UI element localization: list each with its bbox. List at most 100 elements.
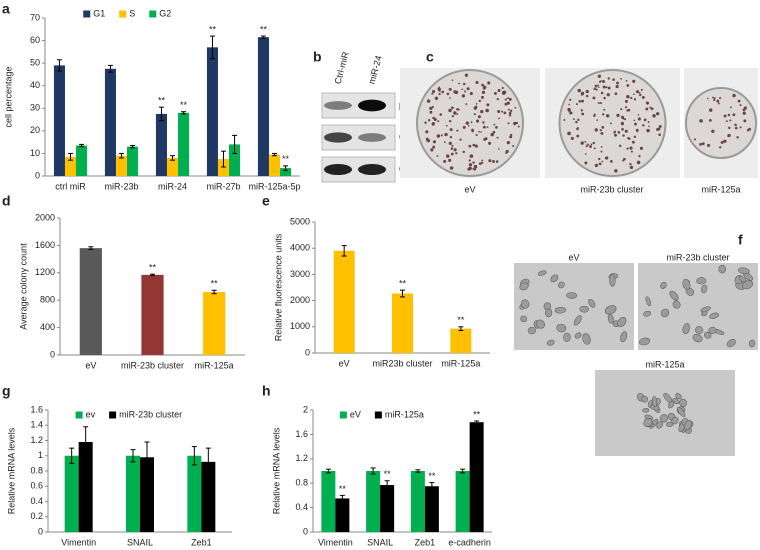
- colony: [585, 145, 588, 148]
- colony: [496, 136, 499, 139]
- colony: [475, 133, 478, 137]
- cell: [738, 275, 747, 283]
- colony: [459, 138, 462, 141]
- y-tick-label: 0.8: [30, 465, 43, 475]
- cell: [566, 292, 577, 299]
- cell: [695, 326, 704, 334]
- colony: [732, 113, 736, 117]
- colony: [436, 134, 441, 138]
- error-bar: [429, 482, 435, 491]
- colony: [497, 148, 500, 150]
- colony: [597, 84, 599, 87]
- blot-band: [324, 101, 352, 110]
- cell: [574, 332, 582, 339]
- x-tick-label: eV: [85, 360, 96, 370]
- legend-swatch: [119, 10, 127, 18]
- colony: [448, 158, 452, 162]
- cell: [620, 331, 628, 343]
- colony: [481, 90, 486, 94]
- y-tick-label: 20: [30, 125, 40, 135]
- colony: [572, 118, 575, 121]
- colony: [642, 124, 645, 127]
- colony: [598, 162, 602, 166]
- colony: [473, 164, 478, 169]
- cell: [607, 313, 614, 324]
- colony: [507, 108, 510, 111]
- cell: [579, 305, 589, 313]
- legend-label: S: [129, 8, 135, 18]
- colony: [723, 139, 727, 143]
- error-bar: [458, 326, 464, 331]
- colony: [444, 132, 448, 137]
- colony: [734, 123, 737, 127]
- colony: [446, 154, 450, 158]
- colony: [632, 79, 636, 83]
- error-bar: [83, 426, 89, 458]
- colony: [610, 160, 613, 163]
- colony: [567, 107, 571, 112]
- lane-label: Ctrl-miR: [333, 50, 351, 85]
- colony: [514, 106, 517, 109]
- blot-band: [324, 132, 352, 143]
- colony: [635, 128, 639, 132]
- colony: [451, 79, 454, 82]
- colony: [467, 167, 471, 171]
- colony: [628, 137, 631, 140]
- y-tick-label: 1.4: [30, 420, 43, 430]
- colony: [622, 159, 624, 162]
- y-axis-label: Relative fluorescence units: [273, 233, 283, 341]
- colony: [599, 101, 603, 105]
- colony: [622, 117, 625, 120]
- colony: [429, 106, 433, 110]
- panel-letter: f: [738, 232, 743, 248]
- cell: [641, 395, 649, 403]
- panel-letter: a: [2, 1, 10, 17]
- bar: [217, 159, 230, 176]
- colony: [481, 159, 484, 162]
- x-tick-label: miR23b cluster: [372, 358, 432, 368]
- bar: [321, 471, 336, 532]
- x-tick-label: miR-23b cluster: [121, 360, 184, 370]
- colony: [719, 96, 722, 100]
- colony: [483, 85, 487, 89]
- colony: [472, 161, 475, 164]
- colony: [427, 119, 431, 122]
- colony: [625, 129, 627, 132]
- colony: [469, 91, 473, 96]
- colony: [701, 142, 705, 146]
- colony: [594, 84, 598, 88]
- colony: [716, 99, 720, 103]
- significance-label: **: [399, 278, 407, 288]
- significance-label: **: [473, 409, 481, 419]
- bar: [126, 455, 140, 532]
- colony: [451, 106, 454, 110]
- y-tick-label: 70: [30, 12, 40, 22]
- colony: [517, 125, 520, 128]
- colony: [569, 98, 572, 101]
- colony: [570, 136, 574, 140]
- colony: [449, 135, 453, 139]
- cell: [609, 274, 616, 287]
- y-tick-label: 1.2: [295, 453, 308, 463]
- cell: [738, 267, 750, 275]
- significance-label: **: [209, 24, 217, 34]
- cell: [692, 333, 703, 343]
- blot-band: [358, 133, 386, 142]
- colony: [580, 109, 583, 112]
- colony: [593, 147, 596, 150]
- cell: [708, 326, 717, 335]
- error-bar: [415, 469, 421, 473]
- error-bar: [158, 106, 164, 122]
- colony: [508, 114, 512, 117]
- colony: [584, 153, 587, 155]
- colony: [581, 99, 584, 103]
- colony: [475, 81, 479, 85]
- colony: [491, 160, 495, 163]
- colony: [575, 120, 578, 124]
- y-tick-label: 0.2: [30, 511, 43, 521]
- colony: [472, 167, 475, 170]
- significance-label: **: [260, 24, 268, 34]
- colony: [567, 131, 571, 136]
- colony: [458, 108, 460, 111]
- y-tick-label: 800: [40, 295, 55, 305]
